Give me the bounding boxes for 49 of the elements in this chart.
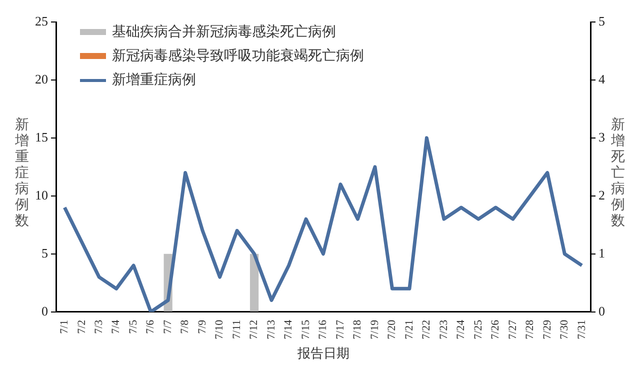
y-tick-label: 25 [35,13,48,28]
x-tick-label: 7/30 [558,319,571,340]
x-tick-label: 7/11 [230,320,243,339]
x-tick-label: 7/20 [386,319,398,340]
x-tick-label: 7/24 [455,319,468,340]
x-tick-label: 7/17 [334,319,346,340]
x-tick-label: 7/6 [144,319,157,334]
x-tick-label: 7/13 [265,319,278,340]
x-tick-label: 7/31 [576,320,588,340]
y-tick-label: 10 [35,187,48,202]
y-axis-title: 新增重症病例数 [14,118,30,230]
legend-label: 新冠病毒感染导致呼吸功能衰竭死亡病例 [112,47,364,65]
y2-tick-label: 4 [598,71,606,86]
y2-tick-label: 0 [598,303,605,318]
x-axis-title: 报告日期 [296,346,350,361]
y2-tick-label: 1 [598,245,605,260]
x-tick-label: 7/28 [524,319,536,340]
x-tick-label: 7/4 [110,319,122,334]
y2-tick-label: 2 [598,187,605,202]
y2-axis-title: 新增死亡病例数 [610,118,626,230]
x-tick-label: 7/19 [368,319,381,340]
x-tick-label: 7/1 [58,320,71,334]
legend-label: 新增重症病例 [112,71,196,89]
x-tick-label: 7/14 [282,319,295,340]
x-tick-label: 7/23 [438,319,450,340]
x-tick-label: 7/21 [403,320,416,340]
x-tick-label: 7/16 [317,319,330,340]
x-tick-label: 7/18 [352,319,364,340]
x-tick-label: 7/12 [248,320,260,340]
x-tick-label: 7/2 [76,320,88,334]
x-tick-label: 7/9 [196,319,208,334]
y2-tick-label: 5 [598,13,605,28]
y-tick-label: 0 [42,303,48,318]
legend-label: 基础疾病合并新冠病毒感染死亡病例 [112,23,336,41]
y-tick-label: 20 [35,71,48,86]
x-tick-label: 7/29 [541,319,554,340]
x-tick-label: 7/5 [127,319,140,334]
y-tick-label: 5 [42,245,48,260]
x-tick-label: 7/22 [420,320,433,340]
x-tick-label: 7/27 [506,319,519,340]
x-tick-label: 7/15 [300,319,312,340]
x-tick-label: 7/8 [179,319,192,334]
x-tick-label: 7/10 [214,319,226,340]
y-tick-label: 15 [35,129,48,144]
x-tick-label: 7/26 [490,319,502,340]
x-tick-label: 7/3 [92,319,105,334]
x-tick-label: 7/25 [472,319,484,340]
x-tick-label: 7/7 [162,319,174,334]
y2-tick-label: 3 [598,129,605,144]
